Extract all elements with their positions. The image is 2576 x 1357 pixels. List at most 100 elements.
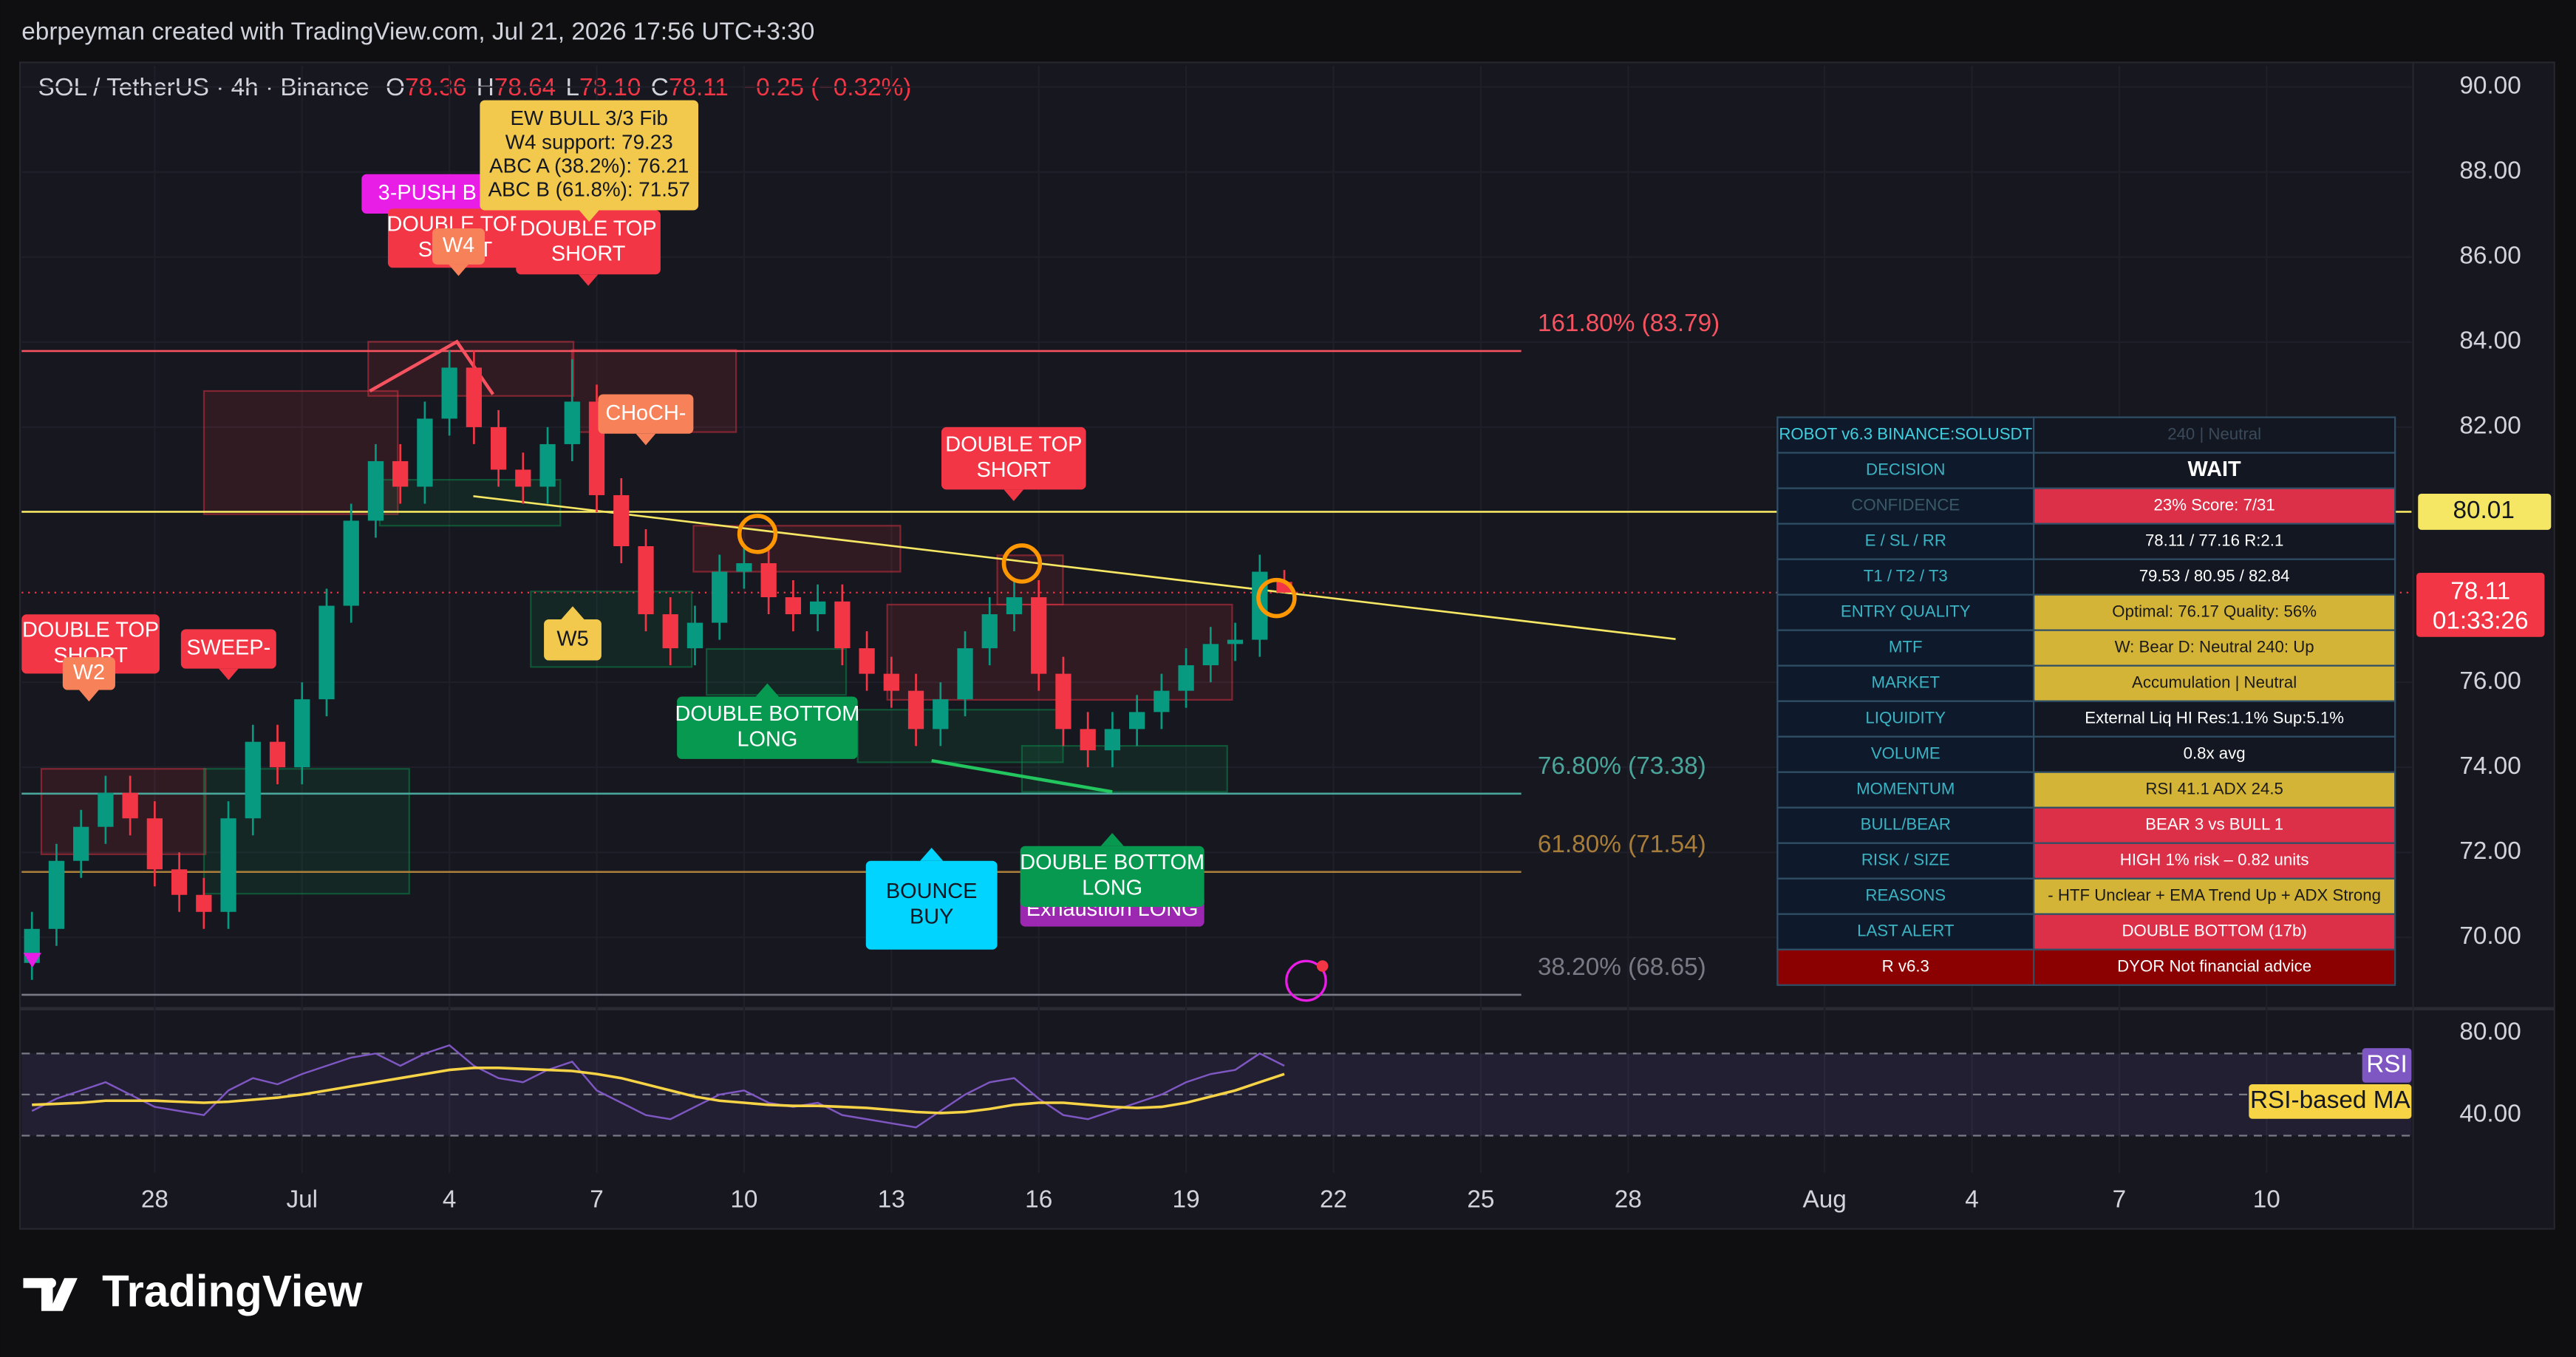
alert-dot — [1316, 960, 1329, 972]
candle-body — [809, 601, 826, 615]
price-badge — [2416, 573, 2545, 637]
annotation-text: SWEEP- — [186, 636, 270, 660]
y-tick-label: 82.00 — [2459, 412, 2521, 440]
candle-body — [1006, 597, 1023, 615]
trend-line — [931, 758, 1113, 794]
table-cell — [2033, 594, 2396, 631]
annotation-text: CHoCH- — [605, 401, 686, 425]
price-badge — [2418, 493, 2552, 530]
candle-body — [220, 818, 236, 912]
zone — [202, 390, 399, 515]
table-label: VOLUME — [1871, 744, 1940, 763]
annotation-box — [180, 629, 276, 669]
rsi-tick-label: 40.00 — [2459, 1101, 2521, 1128]
table-cell — [1776, 558, 2035, 596]
y-tick-label: 74.00 — [2459, 752, 2521, 780]
table-value: 79.53 / 80.95 / 82.84 — [2139, 567, 2290, 585]
candle-body — [122, 792, 138, 819]
annotation-pointer — [636, 433, 656, 446]
candle-body — [73, 826, 89, 861]
annotation-text: DOUBLE BOTTOM — [675, 702, 860, 726]
table-value: - HTF Unclear + EMA Trend Up + ADX Stron… — [2048, 886, 2381, 905]
x-tick-label: 7 — [590, 1186, 604, 1214]
candle-body — [834, 601, 851, 649]
table-value: 23% Score: 7/31 — [2153, 495, 2275, 514]
x-tick-label: 10 — [730, 1186, 757, 1214]
table-cell — [1776, 487, 2035, 525]
table-cell — [2033, 664, 2396, 702]
annotation-box — [62, 657, 115, 690]
marker-circle — [1256, 577, 1297, 619]
candle-body — [1154, 690, 1170, 712]
table-value: Optimal: 76.17 Quality: 56% — [2112, 602, 2317, 621]
annotation-pointer — [578, 274, 599, 286]
table-cell — [2033, 629, 2396, 667]
x-tick-label: 13 — [878, 1186, 905, 1214]
annotation-pointer — [79, 690, 99, 702]
annotation-text: DOUBLE BOTTOM — [1020, 851, 1204, 874]
candle-body — [933, 699, 949, 729]
y-tick-label: 86.00 — [2459, 242, 2521, 270]
y-tick-label: 90.00 — [2459, 72, 2521, 99]
annotation-box — [677, 696, 858, 759]
annotation-box — [361, 174, 494, 214]
table-label: T1 / T2 / T3 — [1864, 567, 1948, 585]
logo-icon — [23, 1278, 78, 1311]
legend-badge — [2362, 1048, 2412, 1083]
annotation-box — [941, 426, 1086, 490]
annotation-box — [865, 860, 998, 950]
table-cell — [1776, 523, 2035, 560]
candle-body — [957, 648, 973, 700]
candle-body — [98, 792, 114, 827]
candle-body — [490, 426, 507, 470]
table-label: REASONS — [1865, 886, 1946, 905]
annotation-text: W4 — [443, 234, 474, 257]
annotation-box — [432, 228, 485, 265]
table-label: R v6.3 — [1882, 957, 1929, 976]
annotation-text: EW BULL 3/3 Fib — [510, 106, 667, 129]
down-marker — [23, 953, 41, 968]
annotation-text: LONG — [737, 728, 797, 752]
annotation: CHoCH- — [598, 394, 694, 446]
annotation-pointer — [449, 264, 468, 276]
annotation-box — [598, 394, 694, 434]
annotation-box — [544, 619, 602, 661]
table-label: LIQUIDITY — [1865, 709, 1946, 727]
candle-body — [662, 614, 678, 649]
y-tick-label: 72.00 — [2459, 837, 2521, 865]
annotation: W4 — [432, 228, 485, 276]
candle-body — [318, 605, 335, 700]
annotation-pointer — [920, 847, 944, 861]
table-label: DECISION — [1866, 460, 1945, 478]
candle-body — [564, 401, 580, 444]
table-cell — [1776, 806, 2035, 844]
candle-body — [712, 571, 728, 623]
table-label: MTF — [1889, 638, 1923, 656]
candle-body — [638, 546, 654, 615]
legend-badge — [2249, 1084, 2412, 1119]
y-tick-label: 76.00 — [2459, 667, 2521, 695]
zone — [706, 647, 848, 696]
annotation: DOUBLE BOTTOM LONG — [1020, 832, 1204, 907]
candle-body — [343, 520, 359, 606]
rsi-tick-label: 80.00 — [2459, 1018, 2521, 1045]
table-value: External Liq HI Res:1.1% Sup:5.1% — [2085, 709, 2344, 727]
annotation-text: W4 support: 79.23 — [505, 130, 673, 153]
candle-body — [269, 741, 286, 768]
price-badge-label: 80.01 — [2453, 497, 2514, 524]
candle-body — [417, 418, 433, 487]
candle-body — [196, 894, 212, 912]
trend-line — [473, 494, 1676, 640]
candle-body — [907, 690, 924, 729]
candle-body — [859, 648, 875, 674]
table-label: MARKET — [1871, 673, 1940, 692]
x-tick-label: 25 — [1467, 1186, 1494, 1214]
candle-body — [245, 741, 261, 819]
candle-body — [1227, 639, 1244, 645]
level-label: 161.80% (83.79) — [1538, 310, 1720, 337]
annotation-text: DOUBLE TOP — [945, 433, 1082, 457]
